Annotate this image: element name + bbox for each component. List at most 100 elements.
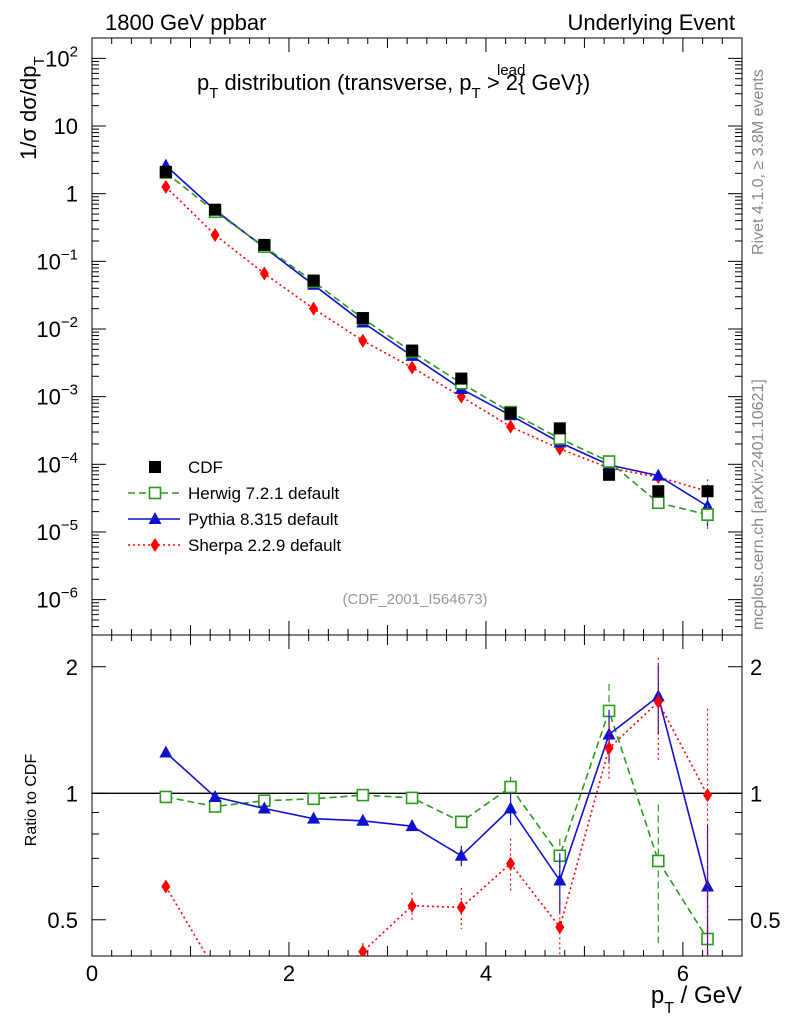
ratio-data-point bbox=[307, 792, 320, 806]
ratio-axes: 0.5 0.5 1 1 2 2 0 2 4 6 bbox=[47, 635, 781, 986]
ratio-data-point bbox=[208, 789, 222, 802]
main-data-point bbox=[701, 508, 714, 521]
main-data-point bbox=[651, 496, 665, 510]
main-title: pT distribution (transverse, pT > 2{ GeV… bbox=[197, 70, 590, 102]
main-y-tick-label: 10−1 bbox=[36, 246, 78, 274]
legend: CDF Herwig 7.2.1 default Pythia 8.315 defa… bbox=[128, 458, 341, 555]
main-y-tick-label: 10−2 bbox=[36, 314, 78, 342]
ratio-data-point bbox=[454, 848, 468, 861]
main-series-2 bbox=[159, 166, 714, 530]
main-y-tick-label: 10−4 bbox=[36, 449, 78, 477]
x-tick-label: 6 bbox=[677, 961, 689, 986]
ratio-data-point bbox=[504, 801, 518, 814]
ratio-data-point bbox=[159, 790, 173, 804]
main-data-point bbox=[553, 432, 567, 445]
main-data-point bbox=[358, 333, 368, 348]
main-y-tick-label: 10−6 bbox=[36, 585, 78, 613]
ratio-panel-frame bbox=[91, 634, 743, 957]
main-data-point bbox=[161, 179, 171, 194]
ratio-data-point bbox=[506, 856, 516, 871]
ratio-data-point bbox=[405, 819, 419, 832]
legend-label: Herwig 7.2.1 default bbox=[188, 484, 339, 503]
x-tick-label: 2 bbox=[283, 961, 295, 986]
main-data-point bbox=[258, 238, 271, 251]
ratio-data-point bbox=[356, 813, 370, 826]
ratio-series-2 bbox=[161, 657, 713, 956]
main-axes: 102 10 1 10−1 10−2 10−3 10−4 10−5 10−6 bbox=[36, 37, 743, 636]
legend-marker bbox=[148, 486, 162, 500]
ratio-y-tick-label-right: 1 bbox=[750, 781, 762, 806]
main-y-tick-label: 1 bbox=[66, 182, 78, 207]
ratio-data-point bbox=[161, 879, 171, 894]
ratio-data-point bbox=[604, 741, 614, 756]
main-series-0 bbox=[161, 179, 713, 512]
legend-label: CDF bbox=[188, 458, 223, 477]
main-data-point bbox=[553, 422, 566, 435]
main-data-point bbox=[259, 266, 269, 281]
main-data-point bbox=[652, 485, 665, 498]
ratio-data-point bbox=[307, 811, 321, 824]
ratio-data-point bbox=[553, 873, 567, 886]
main-series-line bbox=[165, 165, 708, 507]
ratio-y-label: Ratio to CDF bbox=[23, 754, 40, 847]
ratio-y-tick-label: 2 bbox=[66, 655, 78, 680]
x-tick-label: 4 bbox=[480, 961, 492, 986]
analysis-watermark: (CDF_2001_I564673) bbox=[342, 591, 487, 608]
header-right: Underlying Event bbox=[567, 10, 735, 35]
main-series-3 bbox=[159, 165, 714, 498]
main-data-point bbox=[701, 485, 714, 498]
main-data-point bbox=[307, 274, 320, 287]
ratio-y-tick-label-right: 0.5 bbox=[750, 908, 781, 933]
ratio-data-point bbox=[653, 694, 663, 709]
ratio-data-point bbox=[407, 898, 417, 913]
ratio-series-0 bbox=[159, 683, 714, 956]
main-data-point bbox=[506, 419, 516, 434]
main-data-point bbox=[651, 468, 665, 481]
main-series-line bbox=[165, 186, 708, 493]
ratio-data-point bbox=[651, 854, 665, 868]
ratio-data-point bbox=[405, 791, 419, 805]
main-y-tick-label: 10 bbox=[54, 114, 78, 139]
ratio-data-point bbox=[703, 788, 713, 803]
main-y-tick-label: 10−3 bbox=[36, 382, 78, 410]
ratio-series-line bbox=[165, 695, 709, 887]
main-data-point bbox=[159, 165, 172, 178]
main-series bbox=[159, 158, 715, 530]
main-y-tick-label: 10−5 bbox=[36, 517, 78, 545]
main-data-point bbox=[356, 312, 369, 325]
ratio-series-line bbox=[165, 708, 709, 940]
main-data-point bbox=[603, 468, 616, 481]
legend-label: Pythia 8.315 default bbox=[188, 510, 339, 529]
main-data-point bbox=[455, 372, 468, 385]
ratio-data-point bbox=[356, 788, 370, 802]
main-data-point bbox=[406, 344, 419, 357]
main-data-point bbox=[504, 407, 517, 420]
main-series-line bbox=[165, 171, 708, 516]
legend-marker bbox=[150, 538, 160, 552]
x-tick-label: 0 bbox=[86, 961, 98, 986]
main-data-point bbox=[210, 228, 220, 243]
legend-marker bbox=[149, 461, 161, 473]
ratio-y-tick-label-right: 2 bbox=[750, 655, 762, 680]
main-title-lead: lead bbox=[497, 62, 525, 79]
main-data-point bbox=[602, 455, 616, 468]
ratio-y-tick-label: 1 bbox=[66, 781, 78, 806]
ratio-data-point bbox=[504, 780, 517, 794]
header-left: 1800 GeV ppbar bbox=[105, 10, 266, 35]
ratio-data-point bbox=[257, 801, 271, 814]
rivet-label: Rivet 4.1.0, ≥ 3.8M events bbox=[750, 69, 767, 255]
ratio-data-point bbox=[455, 815, 468, 829]
ratio-data-point bbox=[456, 900, 466, 915]
ratio-series bbox=[159, 657, 715, 956]
main-y-label: 1/σ dσ/dpT bbox=[16, 56, 48, 160]
main-data-point bbox=[407, 360, 417, 375]
legend-label: Sherpa 2.2.9 default bbox=[188, 536, 341, 555]
main-y-tick-label: 102 bbox=[45, 43, 78, 71]
main-data-point bbox=[209, 203, 222, 216]
ratio-y-tick-label: 0.5 bbox=[47, 908, 78, 933]
ratio-data-point bbox=[555, 920, 565, 935]
main-data-point bbox=[309, 301, 319, 316]
mcplots-label: mcplots.cern.ch [arXiv:2401.10621] bbox=[750, 379, 767, 630]
ratio-data-point bbox=[159, 745, 173, 758]
